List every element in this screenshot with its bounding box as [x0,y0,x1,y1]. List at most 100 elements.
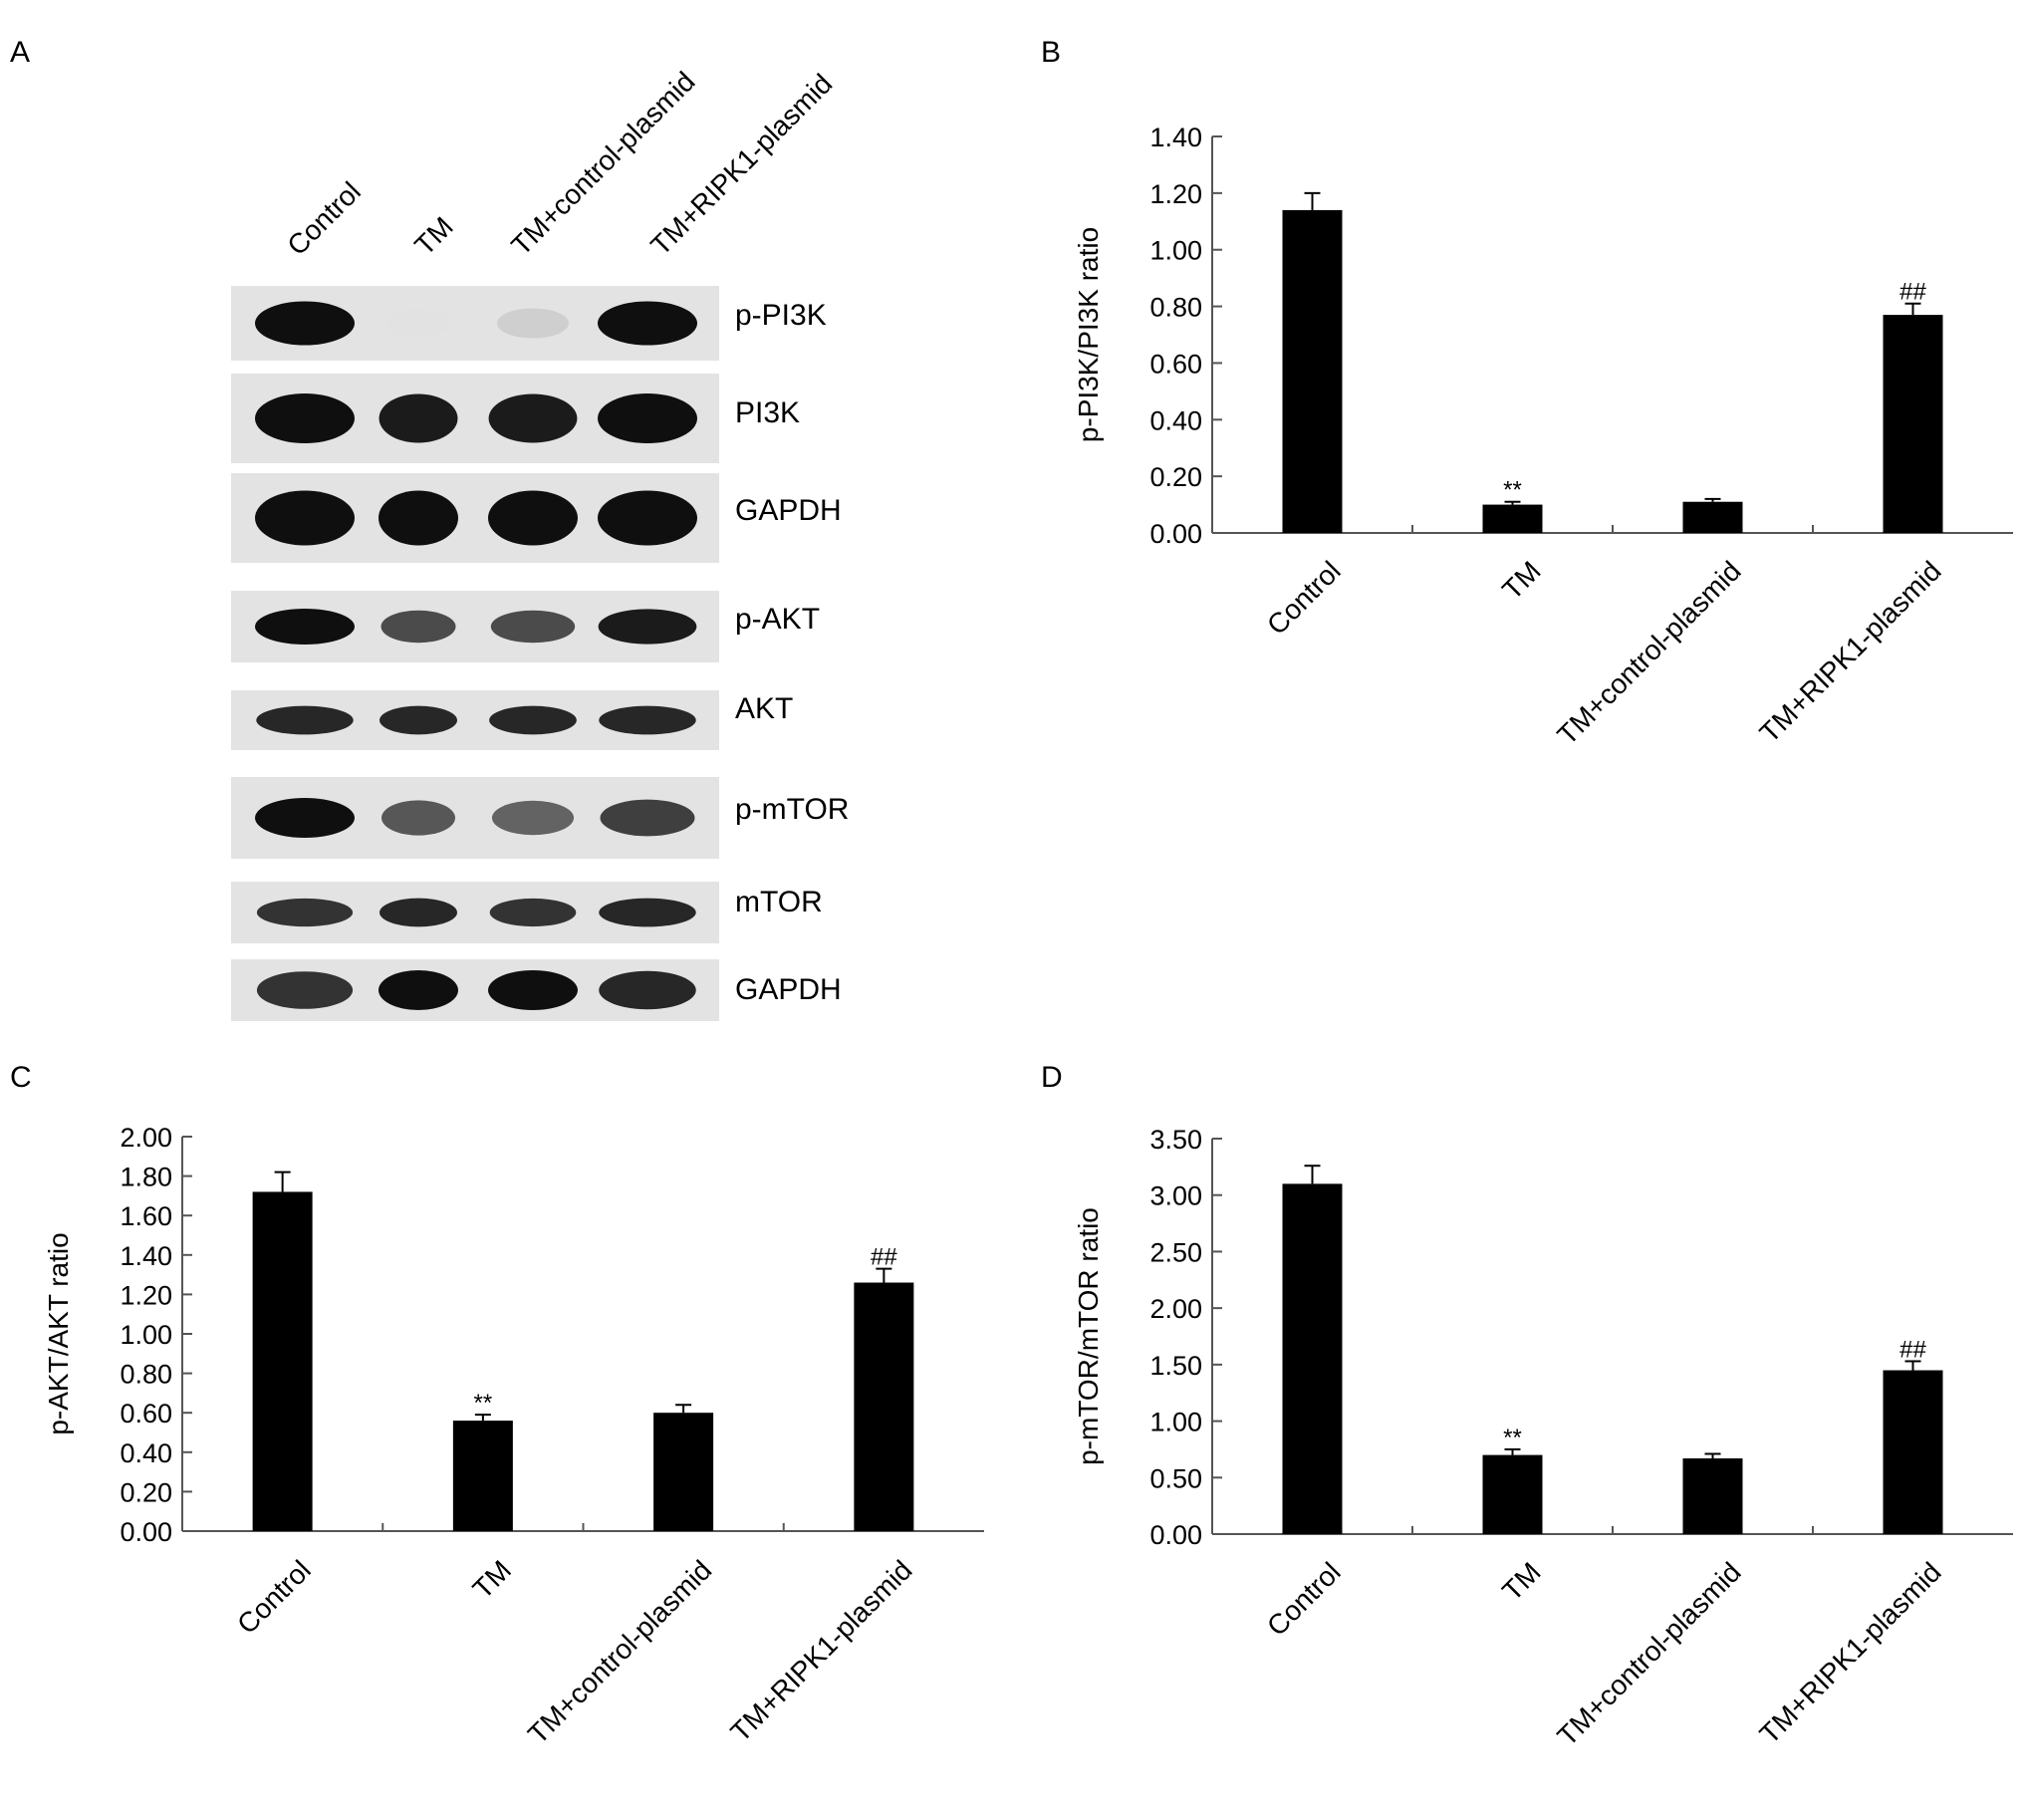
significance-label: ## [1899,1336,1926,1363]
blot-band [491,800,575,836]
y-tick-label: 3.00 [1149,1181,1202,1211]
significance-label: ## [1899,279,1926,306]
blot-band [380,610,456,644]
x-tick-label: TM [1496,1556,1547,1607]
blot-band [255,798,355,838]
blot-band [488,393,578,443]
y-tick-label: 1.20 [120,1280,172,1310]
y-tick-label: 2.50 [1149,1237,1202,1267]
y-tick-label: 0.00 [120,1517,172,1547]
bar [1482,504,1543,533]
x-tick-label: TM+control-plasmid [1551,1556,1746,1751]
blot-band [598,490,697,546]
significance-label: ** [1503,477,1522,504]
blot-band [490,610,576,644]
y-tick-label: 0.40 [1149,405,1202,435]
y-tick-label: 1.00 [1149,1408,1202,1437]
y-tick-label: 0.00 [1149,1520,1202,1550]
y-tick-label: 1.50 [1149,1351,1202,1381]
band-label: p-PI3K [735,299,827,332]
band-label: GAPDH [735,494,842,527]
y-tick-label: 2.00 [1149,1294,1202,1324]
y-tick-label: 1.80 [120,1163,172,1192]
y-tick-label: 0.50 [1149,1463,1202,1493]
blot-band [256,971,354,1009]
bar [653,1413,714,1531]
y-tick-label: 0.80 [120,1360,172,1390]
bar [1883,315,1943,533]
blot-band [379,970,458,1010]
y-tick-label: 3.50 [1149,1125,1202,1155]
blot-band [497,308,569,339]
blot-band [379,705,457,735]
blot-band [598,301,697,346]
y-axis-title: p-mTOR/mTOR ratio [1073,1207,1104,1465]
significance-label: ** [1503,1425,1522,1451]
band-label: PI3K [735,396,800,429]
blot-band [600,799,695,837]
x-tick-label: TM+RIPK1-plasmid [1754,1556,1947,1749]
blot-band [255,490,355,546]
bar [1282,1183,1343,1534]
band-label: GAPDH [735,973,842,1006]
panel-label-d: D [1041,1061,1063,1094]
blot-band [489,898,577,927]
blot-band [255,609,355,645]
blot-band [379,898,457,927]
y-tick-label: 1.00 [1149,236,1202,266]
band-label: p-mTOR [735,793,849,826]
blot-band [598,609,697,645]
blot-band [489,705,577,735]
y-tick-label: 2.00 [120,1123,172,1153]
bar [252,1191,313,1531]
y-tick-label: 0.20 [1149,462,1202,492]
blot-band [255,301,355,346]
blot-band [599,970,696,1010]
panel-label-c: C [10,1061,32,1094]
y-tick-label: 0.00 [1149,519,1202,549]
y-tick-label: 0.60 [1149,349,1202,379]
panel-label-b: B [1041,36,1062,69]
bar [1282,209,1343,533]
blot-band [379,393,458,443]
y-tick-label: 1.20 [1149,179,1202,209]
band-label: AKT [735,692,793,725]
y-tick-label: 0.60 [120,1399,172,1429]
bar [1482,1454,1543,1534]
bar [1682,1458,1743,1534]
blot-band [488,490,578,546]
blot-band [599,898,696,927]
y-tick-label: 1.40 [1149,123,1202,152]
y-tick-label: 1.00 [120,1320,172,1350]
blot-band [386,309,450,338]
y-tick-label: 1.40 [120,1241,172,1271]
bar [1883,1370,1943,1534]
blot-band [379,490,458,546]
bar [1682,501,1743,533]
blot-band [381,800,455,836]
x-tick-label: Control [1261,1556,1347,1642]
western-blot-panel: Control TM TM+control-plasmidTM+RIPK1-plas… [231,66,849,1021]
bar [854,1282,914,1531]
band-label: mTOR [735,886,823,918]
blot-band [256,898,354,927]
y-axis-title: p-PI3K/PI3K ratio [1073,227,1104,442]
bar [452,1421,513,1531]
panel-label-a: A [10,36,31,69]
band-label: p-AKT [735,603,820,636]
blot-band [598,393,697,443]
y-tick-label: 0.20 [120,1477,172,1507]
blot-band [599,705,696,735]
blot-band [488,970,578,1010]
y-axis-title: p-AKT/AKT ratio [43,1232,74,1434]
significance-label: ** [474,1390,493,1417]
y-tick-label: 1.60 [120,1201,172,1231]
significance-label: ## [871,1244,897,1271]
blot-band [255,393,355,443]
blot-band [256,705,354,735]
y-tick-label: 0.80 [1149,293,1202,323]
y-tick-label: 0.40 [120,1438,172,1468]
